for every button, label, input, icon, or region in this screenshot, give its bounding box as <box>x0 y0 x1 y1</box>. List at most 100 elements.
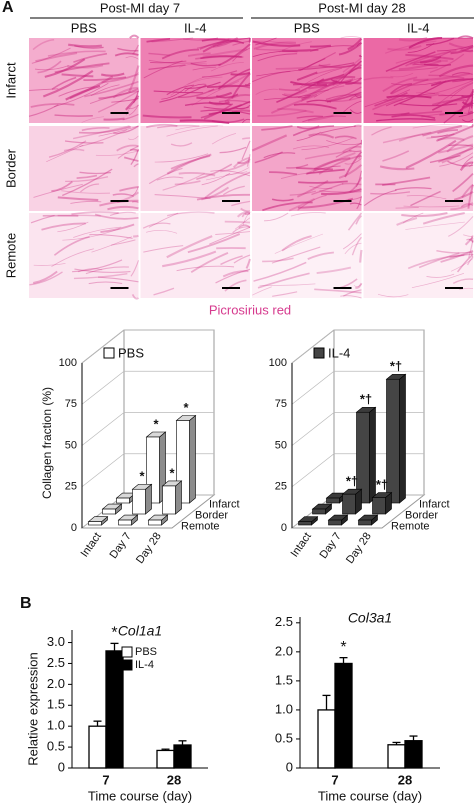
fiber <box>289 190 317 196</box>
fiber <box>234 217 251 230</box>
fiber <box>32 38 55 51</box>
fiber <box>456 253 474 273</box>
fiber <box>233 254 251 264</box>
fiber <box>302 115 346 123</box>
fiber <box>390 67 438 72</box>
fiber <box>334 135 357 140</box>
fiber <box>315 63 362 75</box>
fiber <box>73 52 108 63</box>
micrograph <box>140 211 251 298</box>
fiber <box>374 92 408 107</box>
fiber <box>200 55 242 60</box>
fiber <box>166 211 215 217</box>
fiber <box>74 45 104 49</box>
fiber <box>394 187 432 191</box>
micrograph <box>140 123 251 213</box>
fiber <box>100 223 135 234</box>
fiber <box>358 155 363 160</box>
y-tick-label: 100 <box>59 357 77 369</box>
fiber <box>148 52 170 57</box>
fiber <box>224 220 251 224</box>
bar <box>355 406 377 504</box>
fiber <box>363 189 397 207</box>
fiber <box>28 104 59 117</box>
y-tick-label: 75 <box>275 398 287 410</box>
fiber <box>35 52 78 63</box>
fiber <box>51 180 73 193</box>
fiber <box>398 60 442 71</box>
fiber <box>436 249 474 254</box>
fiber <box>448 216 474 237</box>
fiber <box>44 58 86 78</box>
fiber <box>71 211 119 216</box>
fiber <box>153 90 204 94</box>
fiber <box>395 56 429 64</box>
fiber <box>245 258 251 269</box>
bar-front <box>148 519 162 526</box>
y-tick-label: 1.5 <box>275 672 293 687</box>
fiber <box>441 145 474 164</box>
fiber <box>466 238 474 243</box>
fiber <box>77 268 103 273</box>
fiber <box>338 41 363 56</box>
fiber <box>438 143 474 154</box>
fiber <box>90 84 120 97</box>
fiber <box>133 163 139 168</box>
error-bar <box>161 748 170 751</box>
error-bar <box>110 642 119 651</box>
fiber <box>246 154 251 167</box>
y-tick-label: 2.0 <box>275 643 293 658</box>
fiber <box>63 148 85 152</box>
x-tick-label: Day 7 <box>318 531 344 561</box>
significance-mark: * <box>340 639 346 656</box>
fiber <box>312 165 341 172</box>
fiber <box>107 205 139 211</box>
fiber <box>459 49 474 52</box>
y-tick-label: 1.5 <box>47 697 65 712</box>
y-tick-label: 50 <box>65 439 77 451</box>
fiber <box>30 214 55 224</box>
fiber <box>319 190 362 193</box>
error-bar <box>409 735 418 741</box>
panel-label: A <box>2 0 14 16</box>
bar-side <box>189 414 196 504</box>
fiber <box>298 180 348 184</box>
bar-front <box>326 497 340 504</box>
fiber <box>387 45 422 51</box>
bar-front <box>342 493 356 515</box>
fiber <box>391 81 442 86</box>
fiber <box>436 125 474 142</box>
fiber <box>53 235 90 256</box>
fiber <box>98 87 139 100</box>
fiber <box>79 171 111 175</box>
fiber <box>253 261 307 282</box>
bar-front <box>312 508 326 515</box>
fiber <box>166 125 218 137</box>
fiber <box>33 183 83 198</box>
legend-swatch <box>121 659 133 671</box>
fiber <box>363 76 394 81</box>
fiber <box>459 287 474 290</box>
fiber <box>349 109 362 114</box>
fiber <box>471 123 474 128</box>
fiber <box>461 183 474 198</box>
fiber <box>376 118 436 122</box>
column-label: PBS <box>71 20 97 35</box>
fiber <box>256 69 303 77</box>
fiber <box>386 94 432 99</box>
fiber <box>81 127 110 132</box>
fiber <box>215 268 251 284</box>
legend-swatch <box>103 347 115 359</box>
fiber <box>220 160 251 173</box>
fiber <box>146 229 178 234</box>
fiber <box>316 75 356 85</box>
bar <box>297 516 319 526</box>
fiber <box>201 38 245 45</box>
fiber <box>190 252 229 273</box>
bar-front <box>356 411 370 504</box>
fiber <box>353 283 362 287</box>
fiber <box>355 215 363 225</box>
fiber <box>128 104 139 116</box>
fiber <box>244 212 251 216</box>
fiber <box>308 78 354 90</box>
